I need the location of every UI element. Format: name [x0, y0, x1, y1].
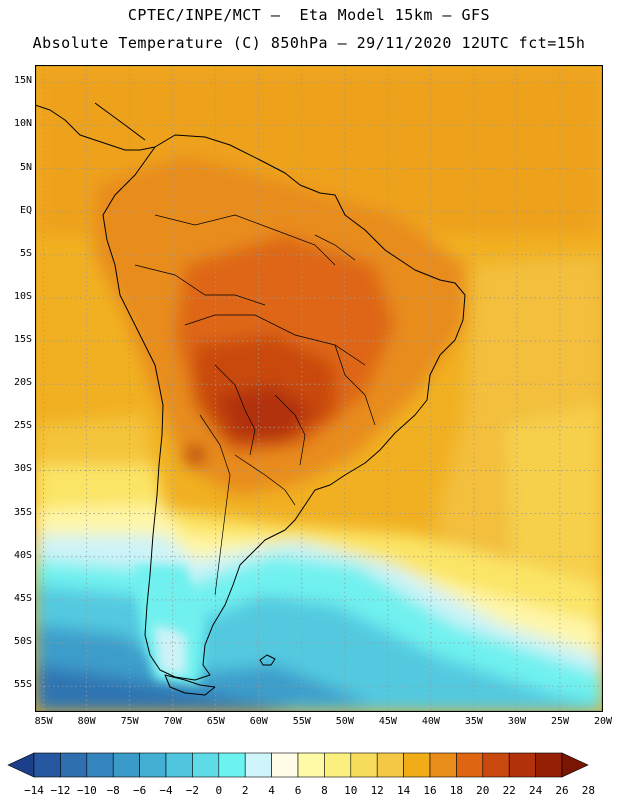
- colorbar-swatch: [60, 752, 88, 778]
- lon-label: 60W: [249, 716, 268, 727]
- colorbar-swatch: [112, 752, 140, 778]
- lat-label: 45S: [13, 592, 32, 604]
- lat-label: 10N: [13, 118, 32, 130]
- colorbar-swatch: [535, 752, 563, 778]
- colorbar-tick-label: −14: [24, 784, 44, 797]
- colorbar-tick-label: 14: [396, 784, 411, 797]
- colorbar-tick-label: −10: [76, 784, 97, 797]
- lat-label: 5S: [19, 247, 32, 259]
- colorbar-tick-label: 0: [215, 784, 223, 797]
- colorbar-tick-label: 18: [449, 784, 464, 797]
- lon-label: 20W: [593, 716, 613, 727]
- colorbar-tick-label: −6: [132, 784, 147, 797]
- colorbar-swatch: [376, 752, 404, 778]
- south-america-coastline: [102, 134, 466, 681]
- colorbar: [7, 752, 589, 778]
- colorbar-swatch: [350, 752, 378, 778]
- colorbar-tick-label: 24: [528, 784, 543, 797]
- lon-label: 40W: [421, 716, 440, 727]
- chart-title-line-2: Absolute Temperature (C) 850hPa – 29/11/…: [32, 34, 586, 52]
- lon-label: 30W: [507, 716, 526, 727]
- colorbar-swatch: [218, 752, 246, 778]
- coastlines: [35, 102, 466, 696]
- lon-label: 85W: [34, 716, 53, 727]
- map-border: [35, 65, 603, 712]
- colorbar-swatch: [271, 752, 299, 778]
- colorbar-tick-label: −12: [50, 784, 71, 797]
- caribbean-coast: [94, 102, 146, 141]
- lat-label: 15S: [13, 334, 32, 346]
- colorbar-tick-label: −4: [159, 784, 173, 797]
- colorbar-tick-label: 4: [268, 784, 275, 797]
- colorbar-tick-label: 12: [370, 784, 384, 797]
- colorbar-swatch: [482, 752, 510, 778]
- colorbar-swatch: [33, 752, 61, 778]
- colorbar-swatch: [456, 752, 484, 778]
- colorbar-arrow-right: [561, 752, 589, 778]
- central-america-coastline: [35, 104, 156, 151]
- lon-label: 45W: [378, 716, 397, 727]
- lat-label: EQ: [19, 204, 32, 216]
- lat-label: 20S: [13, 377, 32, 389]
- colorbar-swatch: [429, 752, 457, 778]
- colorbar-swatch: [244, 752, 272, 778]
- colorbar-tick-label: 6: [294, 784, 302, 797]
- lon-label: 50W: [335, 716, 354, 727]
- colorbar-tick-label: 28: [581, 784, 596, 797]
- country-borders: [134, 214, 376, 596]
- colorbar-swatch: [297, 752, 325, 778]
- colorbar-tick-label: 16: [423, 784, 437, 797]
- lat-label: 10S: [13, 290, 32, 302]
- lat-label: 30S: [13, 463, 32, 475]
- colorbar-swatch: [403, 752, 431, 778]
- lat-label: 25S: [13, 420, 32, 432]
- temperature-map: [35, 65, 603, 712]
- lat-label: 15N: [13, 75, 32, 87]
- colorbar-tick-label: 22: [502, 784, 516, 797]
- lat-label: 50S: [13, 635, 32, 647]
- colorbar-swatch: [324, 752, 352, 778]
- lat-label: 40S: [13, 549, 32, 561]
- lon-label: 75W: [120, 716, 139, 727]
- lat-label: 35S: [13, 506, 32, 518]
- colorbar-swatch: [165, 752, 193, 778]
- lat-label: 55S: [13, 679, 32, 691]
- lon-label: 25W: [550, 716, 569, 727]
- colorbar-swatch: [508, 752, 536, 778]
- colorbar-tick-label: 20: [476, 784, 490, 797]
- lon-label: 80W: [77, 716, 96, 727]
- falkland-islands: [259, 654, 276, 666]
- colorbar-swatch: [192, 752, 220, 778]
- colorbar-tick-label: 26: [555, 784, 569, 797]
- tierra-del-fuego: [164, 674, 216, 696]
- lon-label: 70W: [163, 716, 182, 727]
- colorbar-tick-label: 8: [321, 784, 328, 797]
- colorbar-arrow-left: [7, 752, 35, 778]
- colorbar-swatch: [139, 752, 167, 778]
- lat-label: 5N: [19, 161, 32, 173]
- colorbar-swatch: [86, 752, 114, 778]
- temperature-field: [35, 65, 603, 712]
- chart-title-line-1: CPTEC/INPE/MCT – Eta Model 15km – GFS: [127, 6, 491, 24]
- colorbar-tick-label: 2: [241, 784, 249, 797]
- colorbar-tick-label: −2: [185, 784, 200, 797]
- colorbar-tick-label: 10: [344, 784, 358, 797]
- lon-label: 55W: [292, 716, 311, 727]
- southern-tip-cold: [135, 565, 205, 685]
- colorbar-tick-label: −8: [106, 784, 120, 797]
- lon-label: 35W: [464, 716, 483, 727]
- lon-label: 65W: [206, 716, 225, 727]
